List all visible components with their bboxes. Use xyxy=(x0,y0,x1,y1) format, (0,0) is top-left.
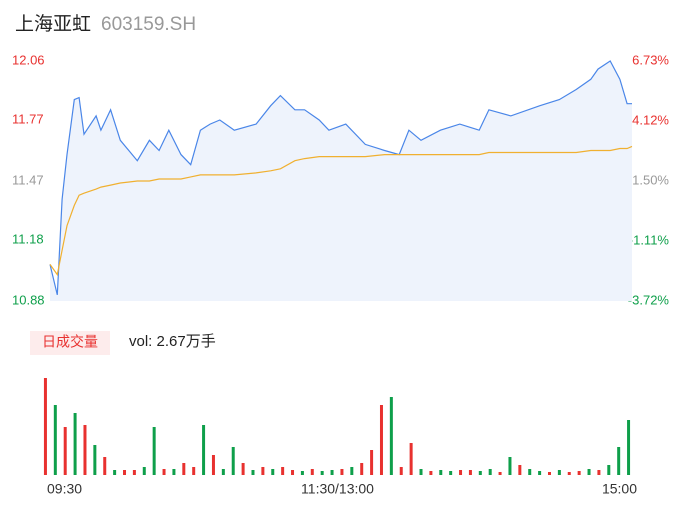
volume-bar xyxy=(439,470,443,475)
y-tick-label: 11.18 xyxy=(12,231,44,246)
price-area xyxy=(50,61,632,301)
volume-bar xyxy=(241,463,245,475)
volume-bar xyxy=(142,467,146,475)
volume-bar xyxy=(547,472,551,475)
volume-bar xyxy=(211,455,215,475)
volume-bar xyxy=(152,427,156,475)
x-tick-label: 15:00 xyxy=(602,481,637,497)
volume-bar xyxy=(399,467,403,475)
volume-bar xyxy=(231,447,235,475)
volume-bar xyxy=(498,472,502,475)
volume-bar xyxy=(330,470,334,475)
y2-tick-label: 1.50% xyxy=(632,173,669,188)
volume-label-box xyxy=(30,331,110,355)
volume-bar xyxy=(617,447,621,475)
volume-bar xyxy=(508,457,512,475)
y2-tick-label: 6.73% xyxy=(632,52,669,67)
volume-bar xyxy=(310,469,314,475)
volume-bar xyxy=(53,405,57,475)
volume-bar xyxy=(172,469,176,475)
volume-bar xyxy=(459,470,463,475)
volume-bar xyxy=(113,470,117,475)
stock-name: 上海亚虹 xyxy=(15,13,91,35)
volume-bar xyxy=(132,470,136,475)
volume-bar xyxy=(419,469,423,475)
y-tick-label: 11.47 xyxy=(12,172,44,187)
volume-bar xyxy=(488,469,492,475)
volume-bar xyxy=(73,413,77,475)
volume-bar xyxy=(261,467,265,475)
volume-bar xyxy=(379,405,383,475)
y-tick-label: 11.77 xyxy=(12,111,44,126)
volume-bar xyxy=(389,397,393,475)
volume-bar xyxy=(83,425,87,475)
volume-bar xyxy=(627,420,631,475)
volume-bar xyxy=(221,469,225,475)
volume-bar xyxy=(320,471,324,475)
series-line xyxy=(49,145,633,277)
volume-bar xyxy=(271,469,275,475)
volume-bar xyxy=(449,471,453,475)
volume-bar xyxy=(300,471,304,475)
volume-bar xyxy=(192,467,196,475)
volume-bar xyxy=(93,445,97,475)
volume-bar xyxy=(43,378,47,475)
volume-bar xyxy=(577,471,581,475)
y-tick-label: 10.88 xyxy=(12,292,45,307)
stock-code: 603159.SH xyxy=(101,14,196,35)
volume-bar xyxy=(429,471,433,475)
volume-subtitle: vol: 2.67万手 xyxy=(129,333,216,350)
volume-bar xyxy=(202,425,206,475)
volume-bar xyxy=(518,465,522,475)
volume-bar xyxy=(281,467,285,475)
x-tick-label: 09:30 xyxy=(47,481,82,497)
volume-bar xyxy=(63,427,67,475)
volume-bar xyxy=(538,471,542,475)
x-tick-label: 11:30/13:00 xyxy=(301,481,374,497)
volume-bar xyxy=(251,470,255,475)
volume-title: 日成交量 xyxy=(42,334,98,350)
volume-bar xyxy=(607,465,611,475)
volume-bar xyxy=(360,463,364,475)
volume-bar xyxy=(123,470,127,475)
volume-bar xyxy=(468,470,472,475)
y-tick-label: 12.06 xyxy=(12,52,45,67)
y2-tick-label: -1.11% xyxy=(629,232,670,247)
volume-bar xyxy=(350,467,354,475)
volume-bar xyxy=(162,469,166,475)
volume-bar xyxy=(557,470,561,475)
volume-bar xyxy=(103,457,107,475)
volume-bar xyxy=(409,443,413,475)
volume-bar xyxy=(291,470,295,475)
volume-bar xyxy=(567,472,571,475)
volume-bar xyxy=(528,469,532,475)
volume-bar xyxy=(370,450,374,475)
y2-tick-label: -3.72% xyxy=(628,292,670,307)
y2-tick-label: 4.12% xyxy=(632,112,669,127)
volume-bar xyxy=(182,463,186,475)
series-line xyxy=(49,60,632,296)
volume-bar xyxy=(587,469,591,475)
volume-bar xyxy=(340,469,344,475)
volume-bar xyxy=(597,470,601,475)
volume-bar xyxy=(478,471,482,475)
